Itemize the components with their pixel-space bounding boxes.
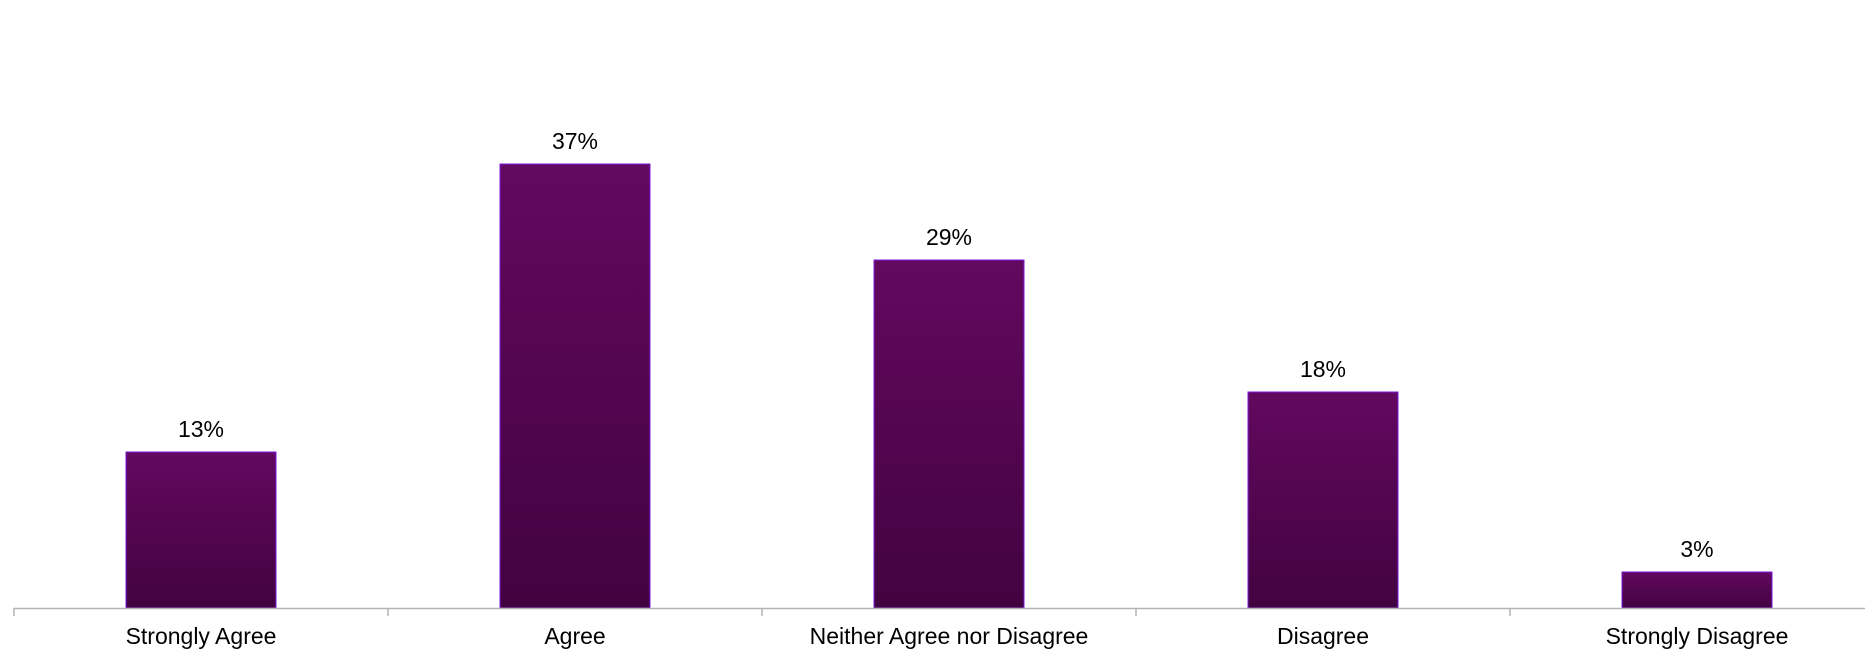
x-tick-label-neither-agree-nor-disagree: Neither Agree nor Disagree [810, 623, 1089, 649]
bar-strongly-disagree [1621, 571, 1773, 609]
data-label-agree: 37% [552, 128, 598, 154]
x-tick-label-disagree: Disagree [1277, 623, 1369, 649]
bar-strongly-agree [125, 451, 277, 609]
x-tick-label-strongly-agree: Strongly Agree [126, 623, 277, 649]
bars-layer [125, 163, 1773, 609]
x-axis [13, 607, 1865, 616]
data-label-strongly-agree: 13% [178, 416, 224, 442]
x-tick-label-agree: Agree [544, 623, 605, 649]
bar-agree [499, 163, 651, 609]
labels-layer: 13% Strongly Agree 37% Agree 29% Neither Agre… [126, 128, 1789, 649]
x-tick-label-strongly-disagree: Strongly Disagree [1606, 623, 1789, 649]
data-label-disagree: 18% [1300, 356, 1346, 382]
data-label-neither-agree-nor-disagree: 29% [926, 224, 972, 250]
bar-neither-agree-nor-disagree [873, 259, 1025, 609]
bar-disagree [1247, 391, 1399, 609]
data-label-strongly-disagree: 3% [1680, 536, 1713, 562]
